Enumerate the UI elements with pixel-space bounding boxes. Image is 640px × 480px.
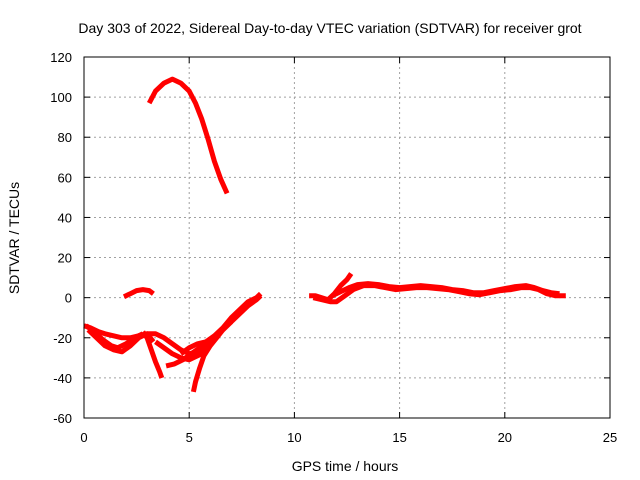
- x-tick-label: 5: [186, 430, 193, 445]
- series-arc-9: [179, 291, 263, 356]
- chart-title: Day 303 of 2022, Sidereal Day-to-day VTE…: [78, 20, 581, 36]
- y-tick-label: 120: [50, 50, 72, 65]
- y-tick-label: 0: [65, 291, 72, 306]
- series-arc-2: [122, 287, 155, 299]
- y-tick-label: -20: [53, 331, 72, 346]
- tick-marks: [83, 56, 611, 419]
- grid-lines: [84, 57, 610, 418]
- series-arc-5: [84, 323, 144, 351]
- x-axis-label: GPS time / hours: [292, 458, 399, 474]
- x-tick-label: 10: [287, 430, 301, 445]
- y-tick-label: -40: [53, 371, 72, 386]
- y-axis-label: SDTVAR / TECUs: [6, 182, 22, 294]
- y-tick-label: 20: [58, 251, 72, 266]
- series-arc-6: [140, 330, 165, 379]
- y-tick-label: 80: [58, 130, 72, 145]
- y-tick-label: 40: [58, 210, 72, 225]
- series-arc-10: [190, 319, 234, 393]
- x-tick-label: 25: [603, 430, 617, 445]
- x-tick-label: 0: [80, 430, 87, 445]
- series-arc-13: [331, 281, 560, 298]
- y-tick-label: 60: [58, 170, 72, 185]
- x-tick-label: 15: [392, 430, 406, 445]
- x-tick-label: 20: [498, 430, 512, 445]
- y-tick-label: -60: [53, 411, 72, 426]
- y-tick-label: 100: [50, 90, 72, 105]
- series-arc-1: [146, 76, 230, 195]
- tick-labels: 0 5 10 15 20 25 -60 -40 -20 0 20 40 60 80 100 120: [50, 50, 617, 445]
- plot-frame: [83, 56, 611, 419]
- data-series: [83, 76, 566, 393]
- series-arc-7: [154, 339, 208, 363]
